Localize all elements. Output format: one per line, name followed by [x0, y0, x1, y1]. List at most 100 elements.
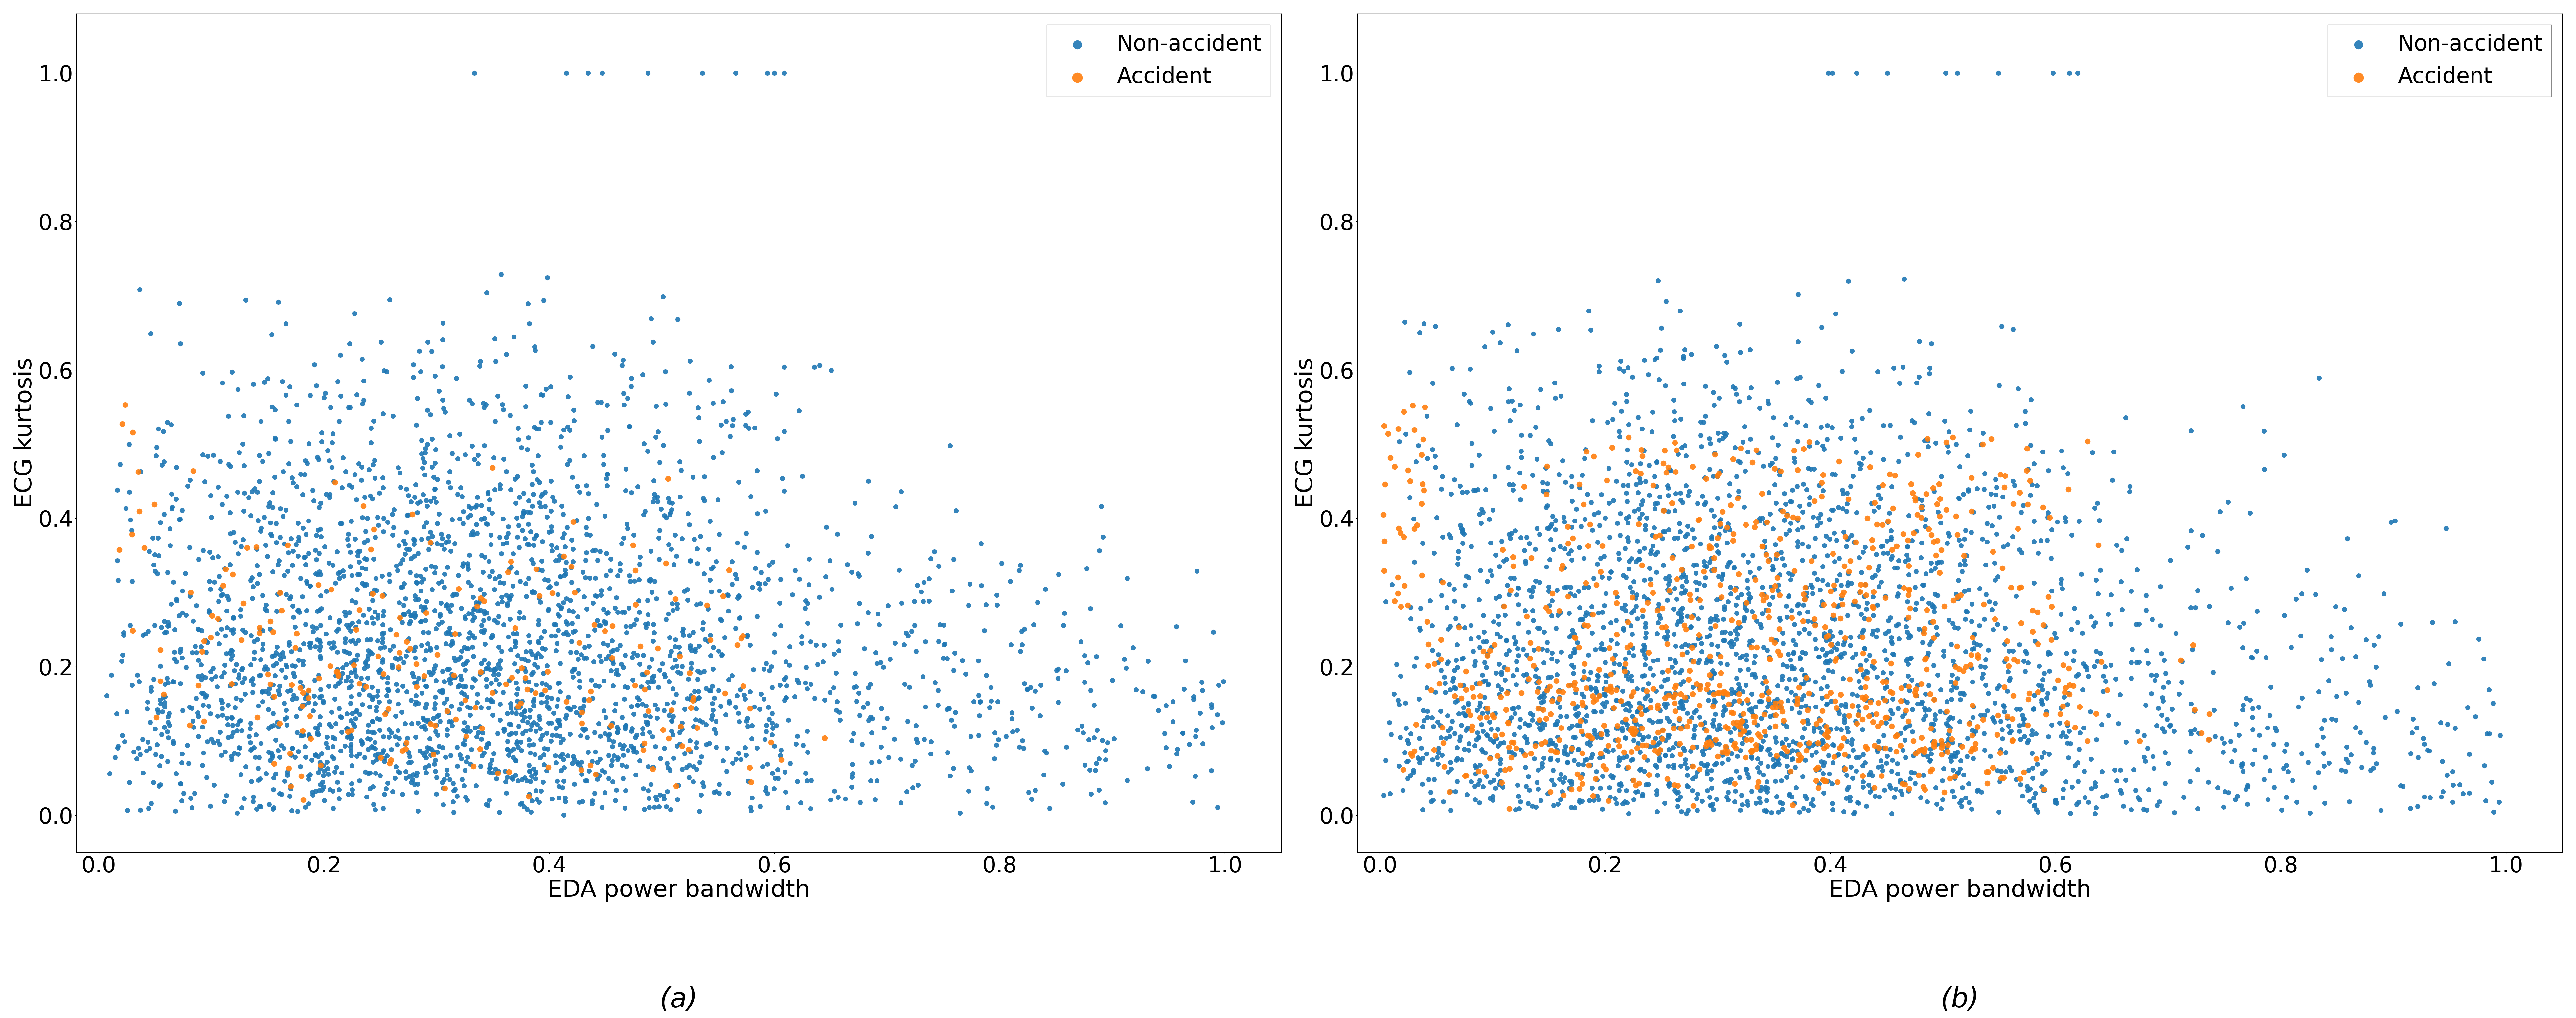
Non-accident — [355, 529, 397, 546]
Non-accident — [407, 635, 448, 652]
Non-accident — [1551, 799, 1592, 815]
Non-accident — [507, 536, 549, 553]
Non-accident — [665, 759, 706, 776]
Non-accident — [1388, 768, 1430, 784]
Non-accident — [549, 452, 590, 468]
Non-accident — [1785, 667, 1826, 683]
Non-accident — [412, 469, 453, 486]
Accident — [1396, 717, 1437, 733]
Non-accident — [142, 457, 183, 473]
Accident — [461, 664, 502, 680]
Non-accident — [348, 642, 389, 659]
Accident — [1901, 509, 1942, 525]
Non-accident — [299, 726, 340, 742]
Non-accident — [914, 544, 956, 560]
Non-accident — [541, 601, 582, 617]
Non-accident — [1592, 700, 1633, 717]
Non-accident — [1728, 590, 1770, 607]
Non-accident — [1551, 519, 1592, 535]
Non-accident — [1904, 686, 1945, 702]
Accident — [1641, 730, 1682, 746]
Non-accident — [1613, 791, 1654, 807]
Non-accident — [448, 630, 489, 646]
Accident — [252, 755, 294, 772]
Non-accident — [1788, 716, 1829, 732]
Non-accident — [1504, 553, 1546, 569]
Non-accident — [690, 682, 732, 698]
Non-accident — [1857, 789, 1899, 805]
Non-accident — [1461, 704, 1502, 721]
Non-accident — [574, 677, 616, 693]
Non-accident — [1973, 555, 2014, 571]
Non-accident — [95, 553, 137, 569]
Non-accident — [1440, 732, 1481, 748]
Accident — [1494, 734, 1535, 750]
Non-accident — [667, 591, 708, 608]
Non-accident — [299, 641, 340, 658]
Non-accident — [585, 764, 626, 780]
Non-accident — [355, 747, 397, 764]
Non-accident — [343, 373, 384, 389]
Accident — [1780, 751, 1821, 768]
Non-accident — [505, 588, 546, 605]
Non-accident — [1935, 679, 1976, 695]
Non-accident — [788, 551, 829, 567]
Non-accident — [1481, 681, 1522, 697]
Non-accident — [683, 468, 724, 485]
Non-accident — [361, 662, 402, 678]
Non-accident — [1538, 466, 1579, 483]
Non-accident — [1558, 479, 1600, 496]
Non-accident — [376, 652, 417, 668]
Accident — [1958, 719, 1999, 735]
Non-accident — [1917, 504, 1958, 520]
Non-accident — [1540, 539, 1582, 555]
Non-accident — [1522, 685, 1564, 701]
Non-accident — [590, 720, 631, 736]
Non-accident — [412, 664, 453, 680]
Non-accident — [1170, 736, 1211, 752]
Non-accident — [1901, 623, 1942, 639]
Non-accident — [332, 757, 374, 774]
Non-accident — [170, 471, 211, 488]
Non-accident — [2228, 779, 2269, 795]
Non-accident — [683, 714, 724, 730]
Non-accident — [301, 768, 343, 784]
Non-accident — [1803, 538, 1844, 554]
Non-accident — [1484, 598, 1525, 614]
Non-accident — [489, 672, 531, 688]
Non-accident — [289, 639, 330, 656]
Non-accident — [1981, 764, 2022, 780]
Non-accident — [252, 770, 294, 786]
Non-accident — [721, 751, 762, 768]
Non-accident — [469, 611, 510, 627]
Non-accident — [1870, 741, 1911, 757]
Accident — [1801, 489, 1842, 505]
Non-accident — [1636, 496, 1677, 512]
Non-accident — [1064, 647, 1105, 664]
Non-accident — [510, 804, 551, 821]
Non-accident — [209, 458, 250, 474]
Accident — [1638, 527, 1680, 544]
Accident — [1561, 723, 1602, 739]
Non-accident — [680, 803, 721, 819]
Non-accident — [1870, 610, 1911, 626]
Accident — [1687, 681, 1728, 697]
Accident — [1422, 735, 1463, 751]
Non-accident — [585, 710, 626, 726]
Non-accident — [1605, 569, 1646, 585]
Non-accident — [291, 787, 332, 803]
Non-accident — [1417, 646, 1458, 663]
Non-accident — [232, 793, 273, 809]
Non-accident — [1589, 564, 1631, 580]
Non-accident — [1762, 668, 1803, 684]
Accident — [1821, 597, 1862, 613]
Non-accident — [206, 717, 247, 733]
Non-accident — [415, 442, 456, 458]
Non-accident — [296, 527, 337, 544]
Non-accident — [2133, 612, 2174, 628]
Non-accident — [636, 398, 677, 414]
Non-accident — [951, 576, 992, 592]
Non-accident — [631, 310, 672, 327]
Non-accident — [1646, 699, 1687, 716]
Non-accident — [304, 385, 345, 401]
